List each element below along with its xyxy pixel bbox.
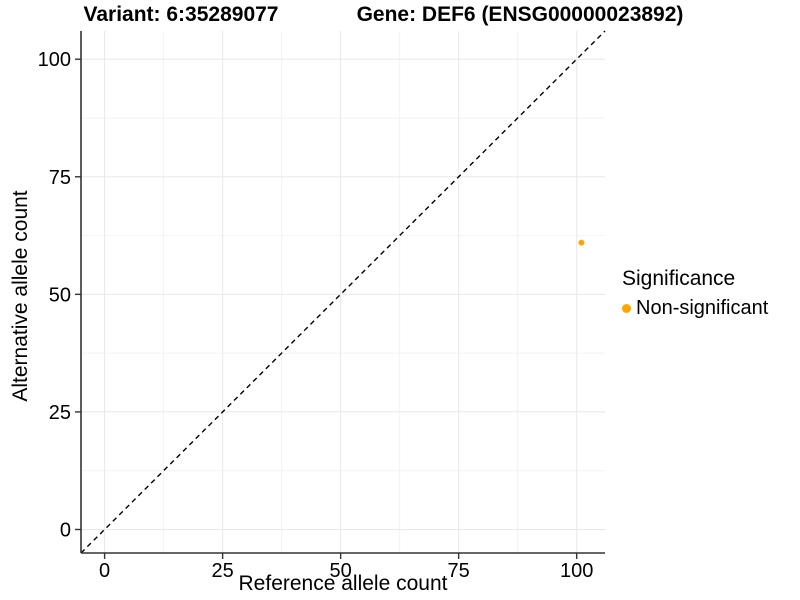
legend-title: Significance [622, 267, 736, 290]
x-tick-label: 25 [211, 560, 233, 582]
legend-item: Non-significant [622, 297, 768, 320]
x-tick-label: 75 [448, 560, 470, 582]
legend-item-label: Non-significant [636, 297, 769, 319]
x-tick-label: 100 [560, 560, 593, 582]
variant-title: Variant: 6:35289077 [83, 3, 279, 26]
identity-reference-line [80, 30, 606, 554]
y-tick-label: 50 [49, 284, 71, 306]
x-tick-label: 0 [99, 560, 110, 582]
data-point [578, 239, 585, 246]
y-tick-label: 100 [38, 49, 71, 71]
legend: Significance Non-significant [622, 267, 768, 320]
y-axis-title: Alternative allele count [9, 190, 32, 402]
gene-title: Gene: DEF6 (ENSG00000023892) [356, 3, 684, 26]
x-tick-label: 50 [330, 560, 352, 582]
x-axis-title: Reference allele count [238, 572, 448, 595]
y-tick-label: 75 [49, 167, 71, 189]
y-tick-label: 25 [49, 402, 71, 424]
y-tick-label: 0 [60, 519, 71, 541]
legend-point-icon [622, 304, 631, 313]
